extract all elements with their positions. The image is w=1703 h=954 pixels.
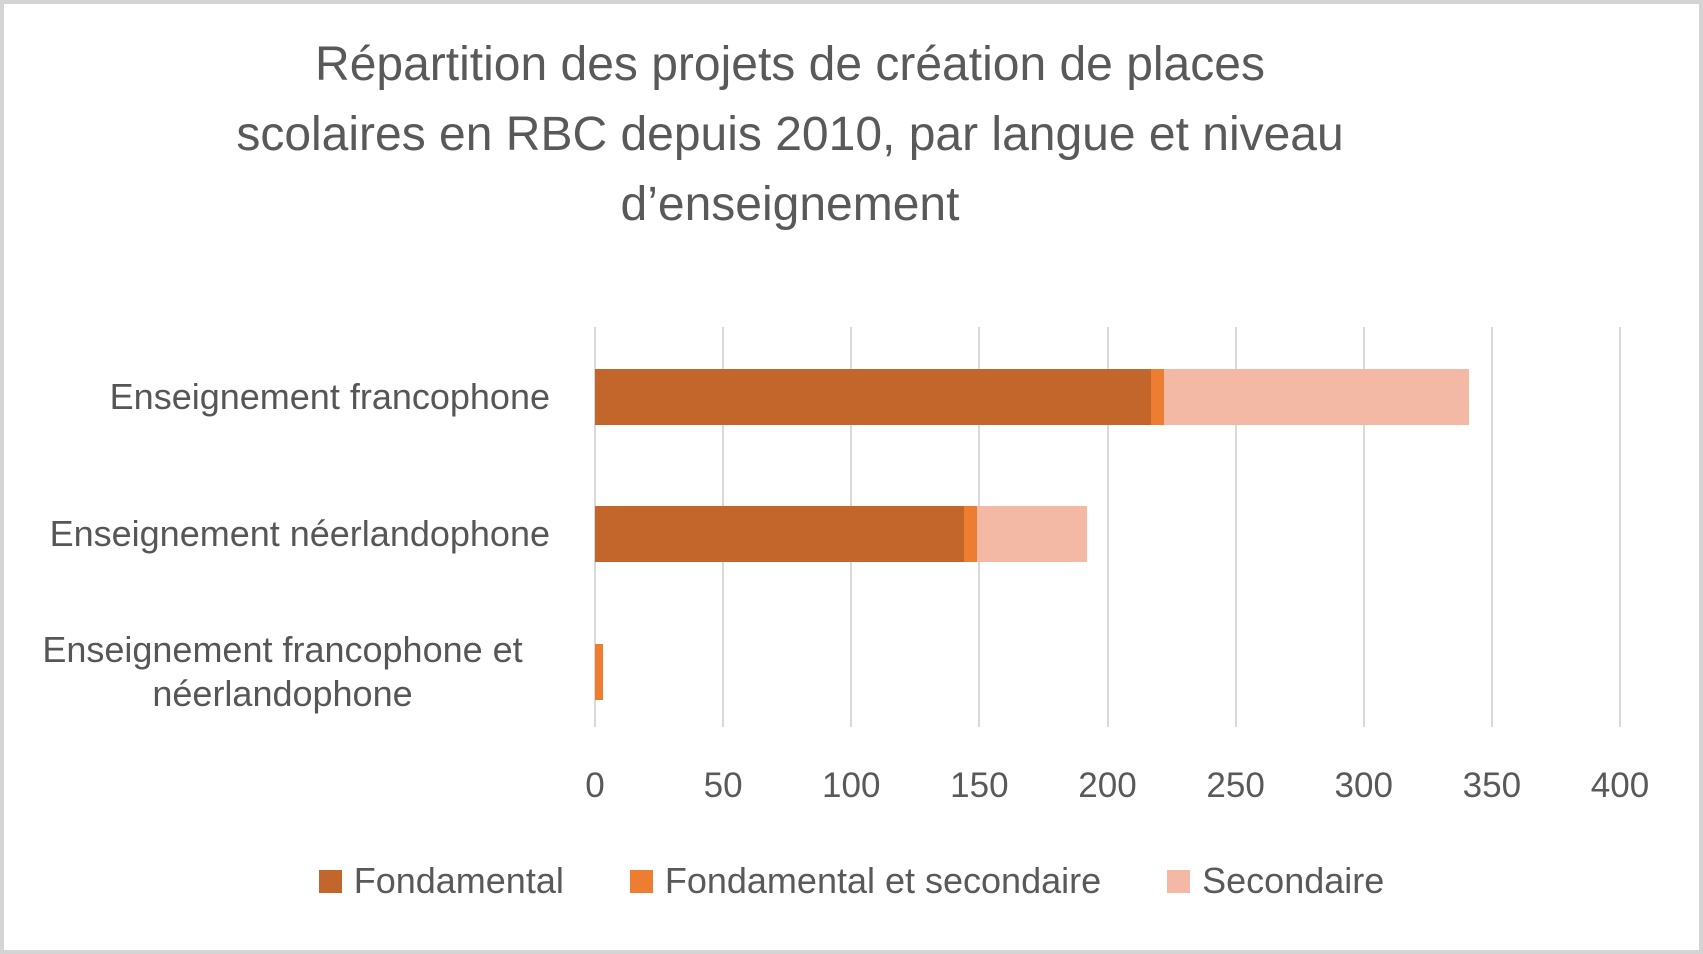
gridline-400: [1619, 327, 1621, 727]
bar-segment-secondaire: [976, 506, 1087, 562]
legend-label-fondamental-et-secondaire: Fondamental et secondaire: [664, 860, 1102, 901]
legend-item-secondaire: Secondaire: [1167, 860, 1384, 902]
chart-title-line-3: d’enseignement: [620, 178, 960, 231]
legend-swatch-fondamental: [318, 869, 342, 893]
category-label-wrap-enseignement-neerlandophone: Enseignement néerlandophone: [15, 474, 550, 594]
legend-label-fondamental: Fondamental: [353, 860, 564, 901]
bar-segment-fondamental: [595, 369, 1152, 425]
legend: Fondamental Fondamental et secondaire Seco…: [0, 860, 1703, 902]
x-axis-tick-label-150: 150: [950, 766, 1009, 805]
category-label-wrap-enseignement-francophone-et-neerlandophone: Enseignement francophone et néerlandopho…: [15, 612, 550, 732]
x-axis-tick-label-100: 100: [822, 766, 881, 805]
chart-title-line-2: scolaires en RBC depuis 2010, par langue…: [236, 108, 1344, 161]
x-axis-tick-label-400: 400: [1590, 766, 1650, 805]
bar-enseignement-francophone: [595, 369, 1469, 425]
category-label: Enseignement francophone et néerlandopho…: [42, 629, 523, 714]
bar-enseignement-francophone-et-neerlandophone: [595, 644, 603, 700]
x-axis-tick-label-350: 350: [1462, 766, 1522, 805]
x-axis-tick-label-0: 0: [585, 766, 605, 805]
chart-title: Répartition des projets de création de p…: [0, 30, 1580, 240]
category-label: Enseignement néerlandophone: [49, 513, 550, 554]
bar-segment-fondamental-et-secondaire: [964, 506, 977, 562]
legend-item-fondamental-et-secondaire: Fondamental et secondaire: [629, 860, 1102, 902]
chart-title-line-1: Répartition des projets de création de p…: [315, 38, 1265, 91]
x-axis-tick-label-50: 50: [703, 766, 743, 805]
gridline-300: [1362, 327, 1365, 727]
x-axis-tick-label-250: 250: [1206, 766, 1265, 805]
category-label-wrap-enseignement-francophone: Enseignement francophone: [15, 337, 550, 457]
legend-swatch-fondamental-et-secondaire: [629, 869, 653, 893]
category-label: Enseignement francophone: [109, 376, 550, 417]
bar-segment-fondamental-et-secondaire: [595, 644, 603, 700]
bar-enseignement-neerlandophone: [595, 506, 1087, 562]
bar-segment-secondaire: [1163, 369, 1469, 425]
legend-item-fondamental: Fondamental: [318, 860, 564, 902]
x-axis-tick-label-300: 300: [1334, 766, 1393, 805]
gridline-200: [1106, 327, 1109, 727]
legend-swatch-secondaire: [1167, 869, 1191, 893]
bar-segment-fondamental: [595, 506, 964, 562]
bar-segment-fondamental-et-secondaire: [1151, 369, 1164, 425]
gridline-250: [1234, 327, 1237, 727]
legend-label-secondaire: Secondaire: [1202, 860, 1385, 901]
gridline-350: [1490, 327, 1493, 727]
x-axis-tick-label-200: 200: [1078, 766, 1137, 805]
